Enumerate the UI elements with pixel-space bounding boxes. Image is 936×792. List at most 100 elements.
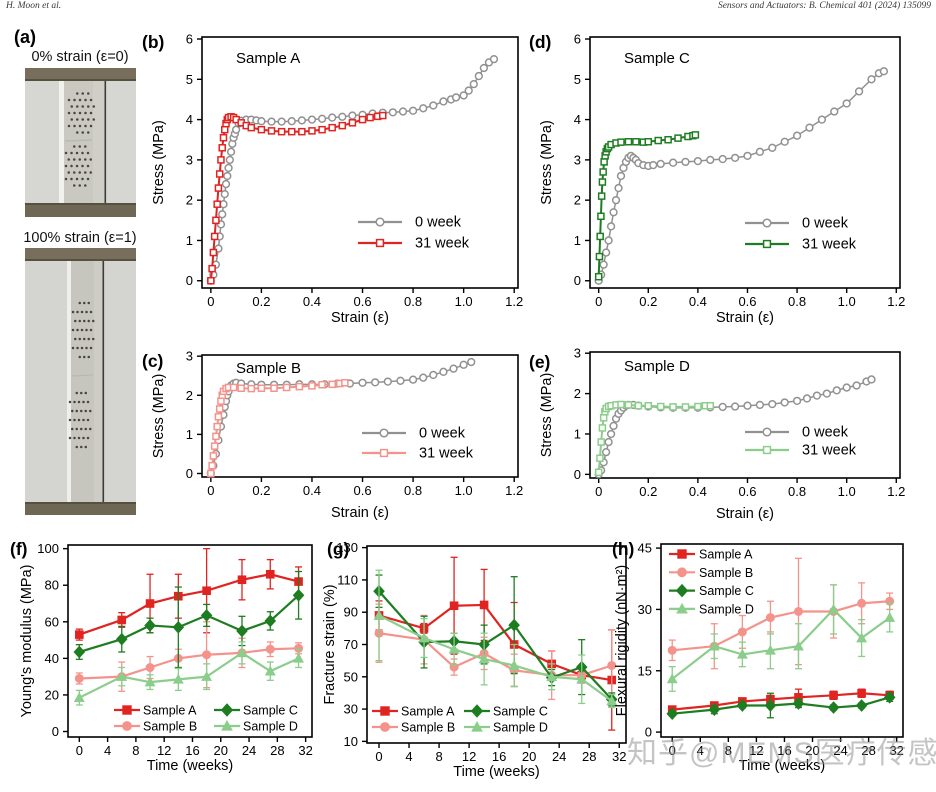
y-tick-label: 0 — [574, 467, 581, 482]
panel-f-chart: 0 4 8 12 16 20 24 28 32 0 20 40 60 80 100 Time (weeks) Y… — [10, 539, 313, 774]
x-tick-label: 32 — [298, 743, 312, 758]
x-axis-label: Time (weeks) — [147, 758, 233, 774]
x-axis-label: Time (weeks) — [453, 764, 539, 780]
y-tick-label: 2 — [574, 193, 581, 208]
legend-label: Sample C — [699, 584, 754, 598]
x-tick-label: 0.2 — [252, 483, 270, 498]
x-tick-label: 0.6 — [353, 294, 371, 309]
y-tick-label: 4 — [574, 112, 581, 127]
y-tick-label: 0 — [645, 725, 652, 740]
x-tick-label: 0.4 — [689, 294, 707, 309]
y-tick-label: 3 — [574, 152, 581, 167]
chart-title: Sample D — [624, 358, 690, 375]
x-tick-label: 8 — [725, 743, 732, 758]
x-tick-label: 28 — [582, 749, 596, 764]
x-tick-label: 4 — [697, 743, 704, 758]
y-tick-label: 10 — [344, 734, 358, 749]
x-tick-label: 0 — [207, 294, 214, 309]
x-tick-label: 1.0 — [455, 294, 473, 309]
x-tick-label: 0.4 — [303, 294, 321, 309]
y-tick-label: 70 — [344, 637, 358, 652]
x-tick-label: 0.8 — [404, 294, 422, 309]
y-tick-label: 1 — [574, 233, 581, 248]
sample-photo-0-strain — [25, 68, 136, 217]
legend-label: 0 week — [802, 425, 849, 441]
x-tick-label: 4 — [104, 743, 111, 758]
legend-label: 0 week — [415, 215, 462, 231]
x-tick-label: 12 — [462, 749, 476, 764]
panel-label: (c) — [142, 351, 163, 371]
panel-d-chart: 0 0.2 0.4 0.6 0.8 1.0 1.2 0 1 2 3 4 5 6 Strain (ε) Stre… — [529, 32, 905, 326]
x-tick-label: 20 — [522, 749, 536, 764]
panel-label: (d) — [529, 32, 551, 52]
x-tick-label: 12 — [157, 743, 171, 758]
x-tick-label: 0.4 — [303, 483, 321, 498]
y-tick-label: 20 — [45, 687, 59, 702]
y-tick-label: 4 — [186, 112, 193, 127]
y-tick-label: 50 — [344, 669, 358, 684]
x-tick-label: 0.8 — [404, 483, 422, 498]
x-tick-label: 24 — [552, 749, 566, 764]
x-tick-label: 24 — [833, 743, 847, 758]
y-axis-label: Stress (MPa) — [539, 373, 555, 458]
legend-label: 0 week — [419, 426, 466, 442]
y-axis-label: Young's modulus (MPa) — [19, 565, 35, 718]
legend-label: 31 week — [415, 236, 470, 252]
y-tick-label: 1 — [186, 427, 193, 442]
y-tick-label: 2 — [574, 386, 581, 401]
legend-label: Sample A — [401, 705, 455, 719]
x-tick-label: 0 — [595, 294, 602, 309]
x-tick-label: 0.4 — [689, 484, 707, 499]
legend-label: 31 week — [419, 446, 474, 462]
legend-label: Sample D — [493, 721, 548, 735]
x-tick-label: 0.6 — [738, 294, 756, 309]
x-tick-label: 28 — [270, 743, 284, 758]
y-tick-label: 3 — [186, 349, 193, 364]
x-tick-label: 0.6 — [738, 484, 756, 499]
caption-100-strain: 100% strain (ε=1) — [23, 230, 137, 246]
y-axis-label: Fracture strain (%) — [322, 584, 338, 704]
panel-g-chart: 0 4 8 12 16 20 24 28 32 10 30 50 70 90 110 130 Time (wee… — [322, 539, 627, 780]
legend-label: Sample D — [243, 720, 298, 734]
x-tick-label: 8 — [132, 743, 139, 758]
legend-label: Sample D — [699, 602, 754, 616]
y-tick-label: 0 — [52, 724, 59, 739]
x-axis-label: Time (weeks) — [739, 758, 825, 774]
legend-label: Sample B — [699, 566, 753, 580]
watermark: 知乎@MEMS医疗传感 — [627, 737, 936, 770]
x-tick-label: 12 — [749, 743, 763, 758]
legend-label: Sample C — [243, 704, 298, 718]
panel-h-chart: 0 4 8 12 16 20 24 28 32 0 15 30 45 Time (weeks) Flexur… — [612, 539, 904, 774]
x-tick-label: 8 — [435, 749, 442, 764]
panel-label: (f) — [10, 539, 27, 559]
legend-label: 0 week — [802, 216, 849, 232]
panel-label: (g) — [327, 539, 349, 559]
x-tick-label: 0.8 — [788, 294, 806, 309]
panel-e-chart: 0 0.2 0.4 0.6 0.8 1.0 1.2 0 1 2 3 Strain (ε) Stress … — [529, 346, 905, 522]
legend-label: Sample B — [401, 721, 455, 735]
y-tick-label: 0 — [186, 466, 193, 481]
x-axis-label: Strain (ε) — [331, 310, 389, 326]
y-tick-label: 2 — [186, 388, 193, 403]
y-tick-label: 30 — [344, 702, 358, 717]
legend-label: Sample C — [493, 705, 548, 719]
x-tick-label: 0 — [669, 743, 676, 758]
y-tick-label: 0 — [186, 273, 193, 288]
caption-0-strain: 0% strain (ε=0) — [31, 49, 129, 65]
x-tick-label: 16 — [185, 743, 199, 758]
chart-title: Sample C — [624, 50, 690, 67]
x-tick-label: 0 — [207, 483, 214, 498]
x-tick-label: 0 — [375, 749, 382, 764]
panel-b-chart: 0 0.2 0.4 0.6 0.8 1.0 1.2 0 1 2 3 4 5 6 Strain (ε) Stre… — [142, 32, 523, 326]
panel-label: (h) — [612, 539, 634, 559]
y-tick-label: 45 — [638, 541, 652, 556]
x-axis-label: Strain (ε) — [331, 505, 389, 521]
y-axis-label: Stress (MPa) — [151, 120, 167, 205]
x-tick-label: 16 — [492, 749, 506, 764]
x-tick-label: 0.2 — [639, 294, 657, 309]
panel-label: (e) — [529, 352, 550, 372]
chart-title: Sample A — [236, 50, 300, 67]
panel-c-chart: 0 0.2 0.4 0.6 0.8 1.0 1.2 0 1 2 3 Strain (ε) Stress … — [142, 349, 523, 521]
y-tick-label: 100 — [37, 541, 59, 556]
